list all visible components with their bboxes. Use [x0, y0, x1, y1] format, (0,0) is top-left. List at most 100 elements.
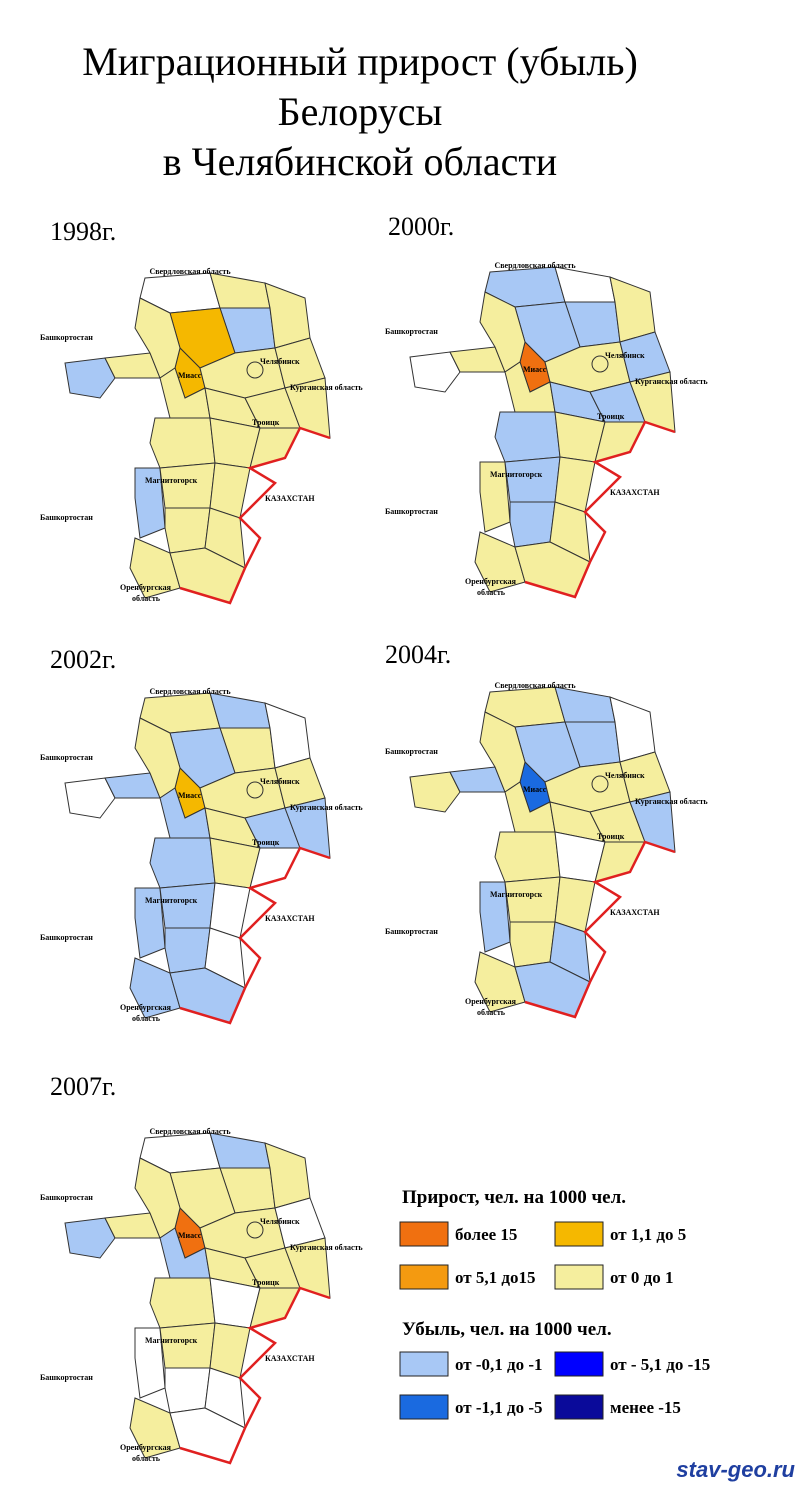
district: [129, 957, 181, 1019]
map-label: Оренбургская: [120, 583, 172, 592]
city-marker: [591, 775, 609, 793]
map-label: Башкортостан: [385, 747, 438, 756]
legend-label: от - 5,1 до -15: [610, 1355, 710, 1374]
map-label: область: [477, 1008, 506, 1017]
map-label: Оренбургская: [120, 1003, 172, 1012]
district: [64, 777, 116, 819]
city-marker: [246, 361, 264, 379]
map-label: Оренбургская: [120, 1443, 172, 1452]
map-label: Курганская область: [635, 377, 708, 386]
district: [64, 1217, 116, 1259]
legend-label: от 5,1 до15: [455, 1268, 535, 1287]
district: [479, 461, 511, 533]
district: [409, 351, 461, 393]
map-label: Троицк: [252, 838, 280, 847]
map: Свердловская область Башкортостан Челябинс…: [385, 681, 708, 1019]
map-label: Троицк: [597, 832, 625, 841]
map-label: Курганская область: [290, 383, 363, 392]
map-label: Миасс: [523, 785, 547, 794]
map: Свердловская область Башкортостан Челябинс…: [40, 687, 363, 1025]
legend-title: Убыль, чел. на 1000 чел.: [402, 1319, 612, 1340]
district: [509, 921, 556, 968]
map-label: Магнитогорск: [145, 1336, 198, 1345]
map-label: Челябинск: [260, 777, 300, 786]
district: [134, 1327, 166, 1399]
legend-swatch: [554, 1221, 604, 1247]
legend-label: от -0,1 до -1: [455, 1355, 543, 1374]
district: [159, 1322, 216, 1369]
legend-swatch: [399, 1351, 449, 1377]
legend-label: от -1,1 до -5: [455, 1398, 543, 1417]
district: [159, 462, 216, 509]
map: Свердловская область Башкортостан Челябинс…: [385, 261, 708, 599]
map-label: Магнитогорск: [145, 476, 198, 485]
map-label: КАЗАХСТАН: [610, 488, 660, 497]
map-label: Челябинск: [260, 357, 300, 366]
legend-swatch: [554, 1394, 604, 1420]
district: [134, 887, 166, 959]
map-label: КАЗАХСТАН: [265, 494, 315, 503]
district: [149, 837, 216, 889]
map-label: область: [132, 594, 161, 603]
legend-label: менее -15: [610, 1398, 681, 1417]
map-label: КАЗАХСТАН: [610, 908, 660, 917]
map-label: Челябинск: [605, 351, 645, 360]
district: [509, 501, 556, 548]
map-label: Курганская область: [290, 1243, 363, 1252]
legend-label: более 15: [455, 1225, 517, 1244]
district: [149, 417, 216, 469]
map-label: Свердловская область: [494, 261, 576, 270]
district: [554, 686, 616, 723]
year-label: 1998г.: [50, 217, 116, 246]
map-label: Оренбургская: [465, 577, 517, 586]
map-label: Оренбургская: [465, 997, 517, 1006]
legend-swatch: [399, 1394, 449, 1420]
map-label: Магнитогорск: [490, 470, 543, 479]
year-label: 2002г.: [50, 645, 116, 674]
map-label: Свердловская область: [149, 267, 231, 276]
legend-swatch: [554, 1264, 604, 1290]
state-border: [179, 846, 331, 1025]
map-label: Башкортостан: [385, 327, 438, 336]
map-label: Челябинск: [605, 771, 645, 780]
state-border: [179, 426, 331, 605]
district: [159, 882, 216, 929]
map-label: КАЗАХСТАН: [265, 914, 315, 923]
map-label: область: [132, 1014, 161, 1023]
map-label: Миасс: [523, 365, 547, 374]
map: Свердловская область Башкортостан Челябинс…: [40, 1127, 363, 1465]
state-border: [524, 420, 676, 599]
map-label: Миасс: [178, 371, 202, 380]
legend-label: от 1,1 до 5: [610, 1225, 686, 1244]
year-label: 2000г.: [388, 212, 454, 241]
city-marker: [591, 355, 609, 373]
map-label: Башкортостан: [40, 933, 93, 942]
district: [149, 1277, 216, 1329]
district: [504, 456, 561, 503]
legend-swatch: [399, 1221, 449, 1247]
map-label: Челябинск: [260, 1217, 300, 1226]
legend-swatch: [399, 1264, 449, 1290]
district: [554, 266, 616, 303]
legend-title: Прирост, чел. на 1000 чел.: [402, 1187, 626, 1208]
legend-swatch: [554, 1351, 604, 1377]
legend-label: от 0 до 1: [610, 1268, 673, 1287]
map-label: Троицк: [252, 1278, 280, 1287]
district: [209, 1132, 271, 1169]
district: [64, 357, 116, 399]
map-label: Свердловская область: [149, 1127, 231, 1136]
district: [164, 1367, 211, 1414]
district: [129, 537, 181, 599]
year-label: 2004г.: [385, 640, 451, 669]
map-label: Свердловская область: [494, 681, 576, 690]
map-label: Башкортостан: [40, 753, 93, 762]
city-marker: [246, 1221, 264, 1239]
map-label: Свердловская область: [149, 687, 231, 696]
district: [474, 531, 526, 593]
map-label: Башкортостан: [385, 507, 438, 516]
map-label: Башкортостан: [40, 513, 93, 522]
year-label: 2007г.: [50, 1072, 116, 1101]
map-label: Магнитогорск: [490, 890, 543, 899]
map-label: Магнитогорск: [145, 896, 198, 905]
